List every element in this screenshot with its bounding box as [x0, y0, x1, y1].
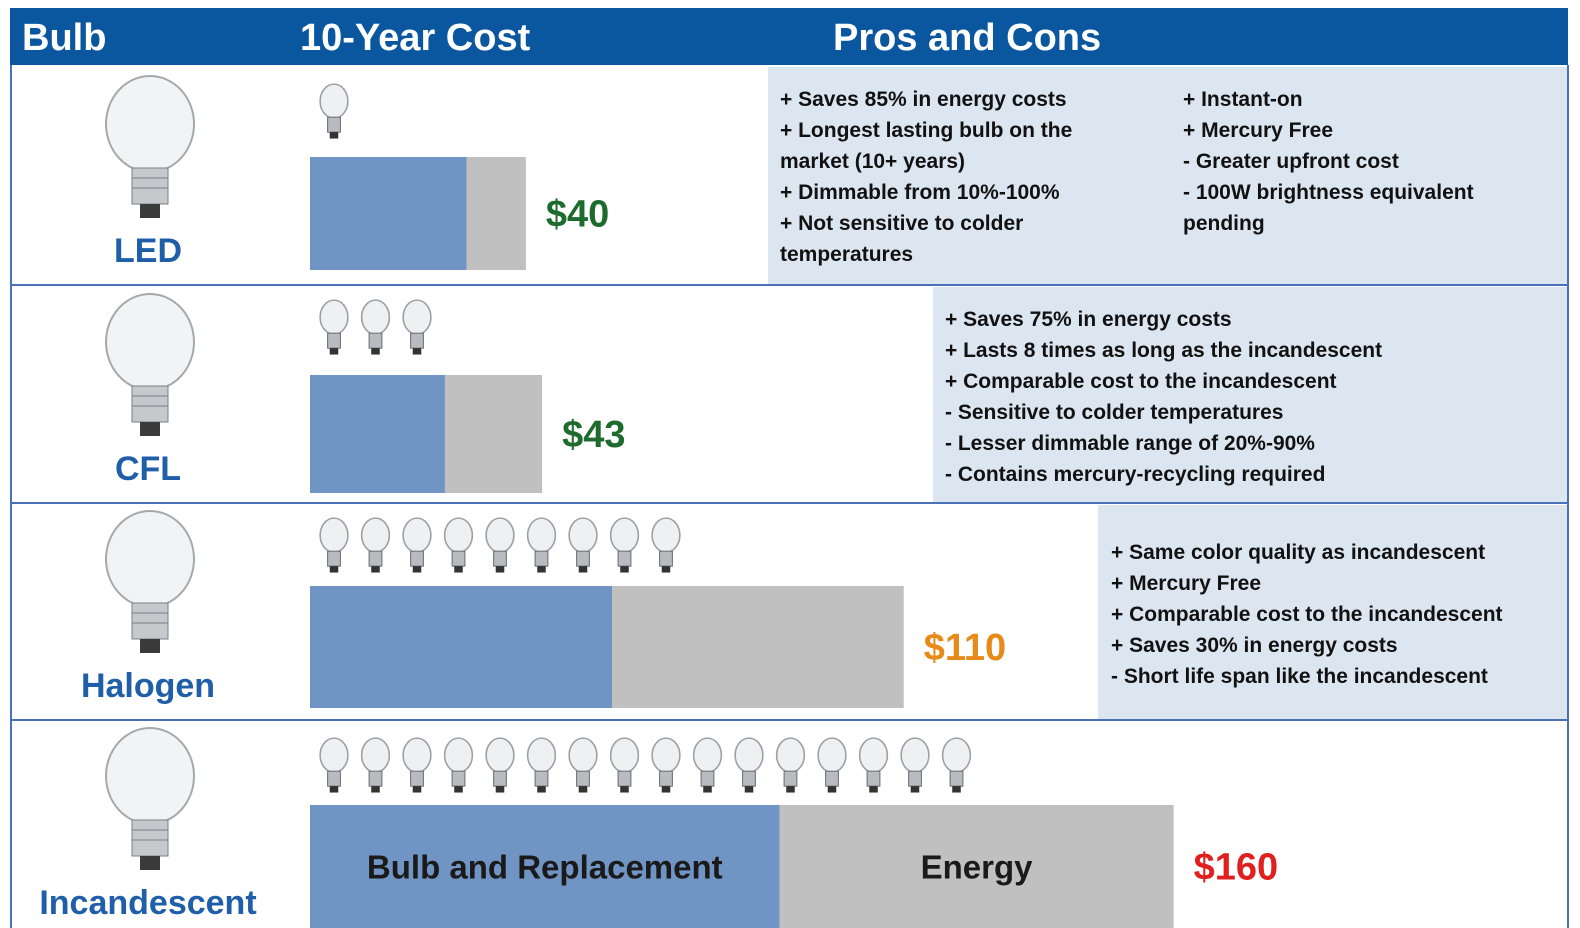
- bulb-icon: [569, 518, 597, 572]
- header-pros-cons: Pros and Cons: [833, 17, 1101, 59]
- bulb-icon: [320, 84, 348, 138]
- bulb-icon: [777, 738, 805, 792]
- bulb-icon: [320, 518, 348, 572]
- header-bar: [10, 8, 1568, 65]
- pros-cons-line: + Instant-on: [1183, 88, 1303, 111]
- pros-cons-line: + Saves 30% in energy costs: [1111, 634, 1398, 657]
- pros-cons-line: - Short life span like the incandescent: [1111, 665, 1488, 688]
- bulb-icon: [528, 518, 556, 572]
- category-label: Halogen: [81, 667, 215, 705]
- bulb-icon: [320, 738, 348, 792]
- bulb-icon: [611, 518, 639, 572]
- bulb-icon: [818, 738, 846, 792]
- pros-cons-line: + Mercury Free: [1183, 119, 1333, 142]
- bar-segment: [310, 375, 445, 493]
- bar-segment: [310, 586, 612, 708]
- cfl-bulb-image: [106, 294, 194, 436]
- total-label: $40: [546, 194, 609, 236]
- total-label: $110: [924, 627, 1006, 669]
- bulb-icon: [486, 518, 514, 572]
- bulb-icon: [735, 738, 763, 792]
- pros-cons-line: temperatures: [780, 243, 913, 266]
- bar-segment: [445, 375, 542, 493]
- pros-cons-line: + Dimmable from 10%-100%: [780, 181, 1060, 204]
- pros-cons-line: pending: [1183, 212, 1265, 235]
- bar-segment: [612, 586, 903, 708]
- bulb-icon: [943, 738, 971, 792]
- bulb-icon: [652, 738, 680, 792]
- bulb-icon: [694, 738, 722, 792]
- pros-cons-line: + Not sensitive to colder: [780, 212, 1023, 235]
- bulb-icon: [860, 738, 888, 792]
- bulb-icon: [403, 518, 431, 572]
- category-label: LED: [114, 232, 182, 270]
- incandescent-bulb-image: [106, 728, 194, 870]
- bulb-icon: [901, 738, 929, 792]
- bulb-icon: [528, 738, 556, 792]
- led-bulb-image: [106, 76, 194, 218]
- pros-cons-line: + Saves 85% in energy costs: [780, 88, 1067, 111]
- bulb-icon: [445, 738, 473, 792]
- series-label: Energy: [921, 849, 1034, 886]
- bulb-icon: [611, 738, 639, 792]
- bulb-icon: [362, 738, 390, 792]
- total-label: $43: [562, 414, 625, 456]
- bulb-icon: [486, 738, 514, 792]
- series-label: Bulb and Replacement: [367, 849, 723, 886]
- bulb-icon: [403, 738, 431, 792]
- category-label: CFL: [115, 450, 181, 488]
- bulb-icon: [362, 518, 390, 572]
- pros-cons-line: + Comparable cost to the incandescent: [1111, 603, 1503, 626]
- pros-cons-line: + Longest lasting bulb on the: [780, 119, 1072, 142]
- pros-cons-line: + Same color quality as incandescent: [1111, 541, 1485, 564]
- bulb-icon: [362, 300, 390, 354]
- infographic: Bulb 10-Year Cost Pros and Cons LED $40 CF…: [0, 0, 1580, 928]
- pros-cons-line: + Mercury Free: [1111, 572, 1261, 595]
- pros-cons-line: - 100W brightness equivalent: [1183, 181, 1474, 204]
- pros-cons-line: - Greater upfront cost: [1183, 150, 1399, 173]
- pros-cons-line: - Contains mercury-recycling required: [945, 463, 1325, 486]
- header-cost: 10-Year Cost: [300, 17, 531, 59]
- pros-cons-line: - Sensitive to colder temperatures: [945, 401, 1283, 424]
- bulb-icon: [403, 300, 431, 354]
- pros-cons-line: + Lasts 8 times as long as the incandesc…: [945, 339, 1382, 362]
- halogen-bulb-image: [106, 511, 194, 653]
- bar-segment: [467, 157, 526, 270]
- bulb-icon: [652, 518, 680, 572]
- bulb-icon: [445, 518, 473, 572]
- pros-cons-line: market (10+ years): [780, 150, 965, 173]
- bulb-icon: [320, 300, 348, 354]
- total-label: $160: [1194, 847, 1279, 889]
- pros-cons-line: + Saves 75% in energy costs: [945, 308, 1232, 331]
- pros-cons-line: + Comparable cost to the incandescent: [945, 370, 1337, 393]
- bar-segment: [310, 157, 467, 270]
- pros-cons-line: - Lesser dimmable range of 20%-90%: [945, 432, 1315, 455]
- header-bulb: Bulb: [22, 17, 106, 59]
- bulb-icon: [569, 738, 597, 792]
- category-label: Incandescent: [39, 884, 256, 922]
